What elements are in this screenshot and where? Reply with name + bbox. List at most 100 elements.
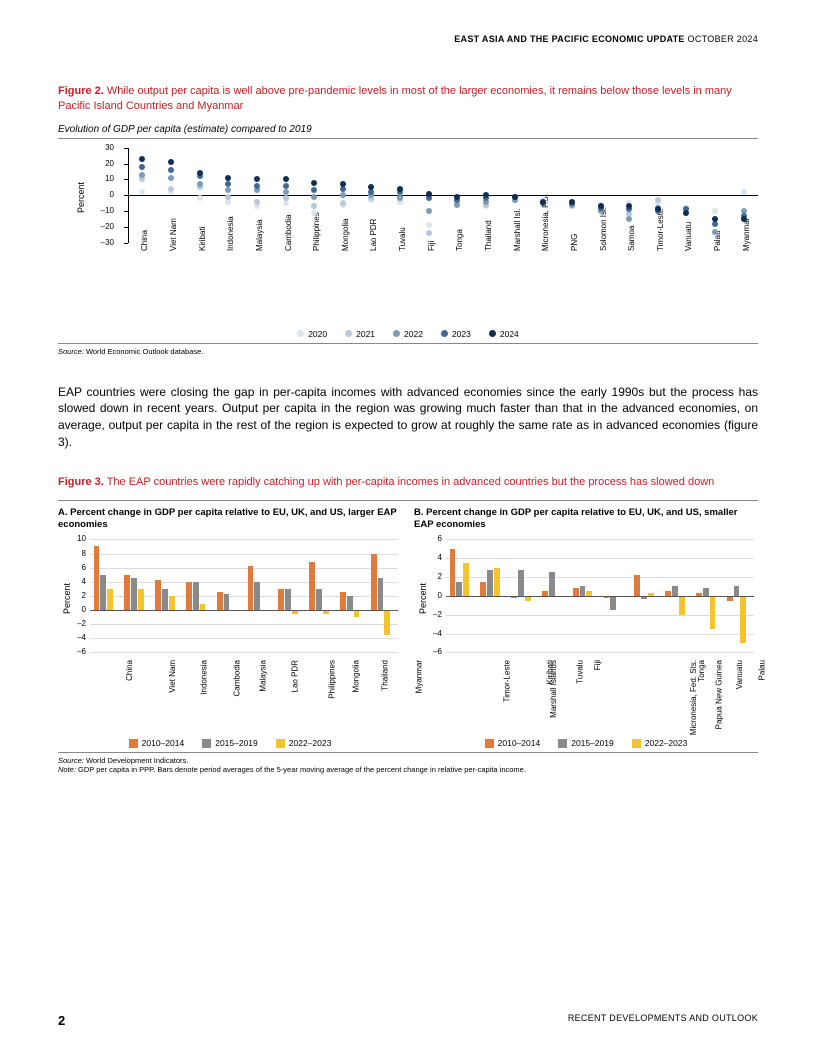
panel-b-chart: Percent–6–4–20246Timor-LesteMarshall Isl… (414, 537, 758, 732)
data-point (626, 216, 632, 222)
header-title: EAST ASIA AND THE PACIFIC ECONOMIC UPDAT… (454, 34, 684, 44)
data-point (283, 195, 289, 201)
page-number: 2 (58, 1013, 65, 1028)
data-point (311, 194, 317, 200)
panel-ytick: 4 (422, 553, 442, 562)
bar (740, 596, 746, 643)
panel-xtick: Viet Nam (167, 660, 176, 693)
figure-3-source: Source: World Development Indicators. No… (58, 752, 758, 774)
fig3-note-text: GDP per capita in PPP. Bars denote perio… (76, 765, 526, 774)
bar (487, 570, 493, 596)
figure-2-source: Source: World Economic Outlook database. (58, 343, 758, 356)
panel-ytick: 2 (66, 591, 86, 600)
panel-ytick: 10 (66, 534, 86, 543)
bar (107, 589, 113, 610)
legend-item: 2022 (393, 329, 423, 339)
bar (634, 575, 640, 596)
panel-xtick: Timor-Leste (502, 660, 511, 702)
data-point (225, 175, 231, 181)
figure-2-subtitle: Evolution of GDP per capita (estimate) c… (58, 124, 758, 139)
data-point (712, 208, 718, 214)
bar (378, 578, 384, 610)
panel-ytick: 0 (422, 591, 442, 600)
bar (703, 588, 709, 596)
figure-3-panel-b: B. Percent change in GDP per capita rela… (414, 507, 758, 749)
data-point (426, 208, 432, 214)
data-point (254, 183, 260, 189)
figure-3-caption: The EAP countries were rapidly catching … (104, 476, 714, 488)
bar (340, 592, 346, 610)
bar (384, 610, 390, 635)
figure-3-panel-a: A. Percent change in GDP per capita rela… (58, 507, 402, 749)
data-point (426, 222, 432, 228)
bar (494, 568, 500, 596)
panel-xtick: Tonga (697, 660, 706, 682)
fig2-ytick: –30 (88, 238, 114, 247)
panel-xtick: Lao PDR (290, 660, 299, 692)
bar (248, 566, 254, 610)
bar (347, 596, 353, 610)
data-point (139, 189, 145, 195)
header-date: OCTOBER 2024 (685, 34, 758, 44)
data-point (197, 181, 203, 187)
panel-xtick: Indonesia (200, 660, 209, 695)
data-point (712, 216, 718, 222)
legend-item: 2022–2023 (276, 738, 332, 748)
bar (549, 572, 555, 596)
data-point (712, 229, 718, 235)
legend-item: 2015–2019 (558, 738, 614, 748)
data-point (254, 176, 260, 182)
fig3-source-label: Source: (58, 756, 84, 765)
data-point (139, 164, 145, 170)
bar (285, 589, 291, 610)
footer-section: RECENT DEVELOPMENTS AND OUTLOOK (568, 1013, 758, 1028)
data-point (426, 230, 432, 236)
panel-ytick: –2 (66, 619, 86, 628)
fig3-note-label: Note: (58, 765, 76, 774)
panel-xtick: Malaysia (259, 660, 268, 692)
source-text: World Economic Outlook database. (84, 347, 204, 356)
data-point (168, 175, 174, 181)
data-point (197, 195, 203, 201)
data-point (340, 192, 346, 198)
legend-item: 2020 (297, 329, 327, 339)
panel-b-legend: 2010–20142015–20192022–2023 (414, 738, 758, 748)
fig2-ytick: 0 (88, 190, 114, 199)
panel-ytick: –6 (422, 647, 442, 656)
data-point (225, 181, 231, 187)
figure-2-label: Figure 2. (58, 85, 104, 97)
bar (734, 586, 740, 595)
bar (193, 582, 199, 610)
bar (162, 589, 168, 610)
data-point (225, 187, 231, 193)
bar (580, 586, 586, 595)
data-point (168, 186, 174, 192)
fig2-y-label: Percent (76, 182, 86, 213)
bar (456, 582, 462, 596)
data-point (283, 176, 289, 182)
panel-xtick: Vanuatu (735, 660, 744, 689)
data-point (569, 199, 575, 205)
panel-xtick: Thailand (381, 660, 390, 691)
data-point (139, 172, 145, 178)
figure-2-legend: 20202021202220232024 (58, 329, 758, 339)
panel-b-title: B. Percent change in GDP per capita rela… (414, 507, 758, 532)
panel-ytick: 4 (66, 577, 86, 586)
panel-ytick: –4 (66, 633, 86, 642)
data-point (655, 197, 661, 203)
bar (124, 575, 130, 610)
data-point (397, 186, 403, 192)
fig2-ytick: –10 (88, 206, 114, 215)
data-point (741, 216, 747, 222)
panel-a-title: A. Percent change in GDP per capita rela… (58, 507, 402, 532)
data-point (311, 180, 317, 186)
data-point (598, 203, 604, 209)
bar (186, 582, 192, 610)
body-paragraph: EAP countries were closing the gap in pe… (58, 384, 758, 451)
panel-xtick: Philippines (327, 660, 336, 699)
bar (138, 589, 144, 610)
bar (610, 596, 616, 610)
figure-3-label: Figure 3. (58, 476, 104, 488)
panel-xtick: Tuvalu (576, 660, 585, 684)
legend-item: 2022–2023 (632, 738, 688, 748)
